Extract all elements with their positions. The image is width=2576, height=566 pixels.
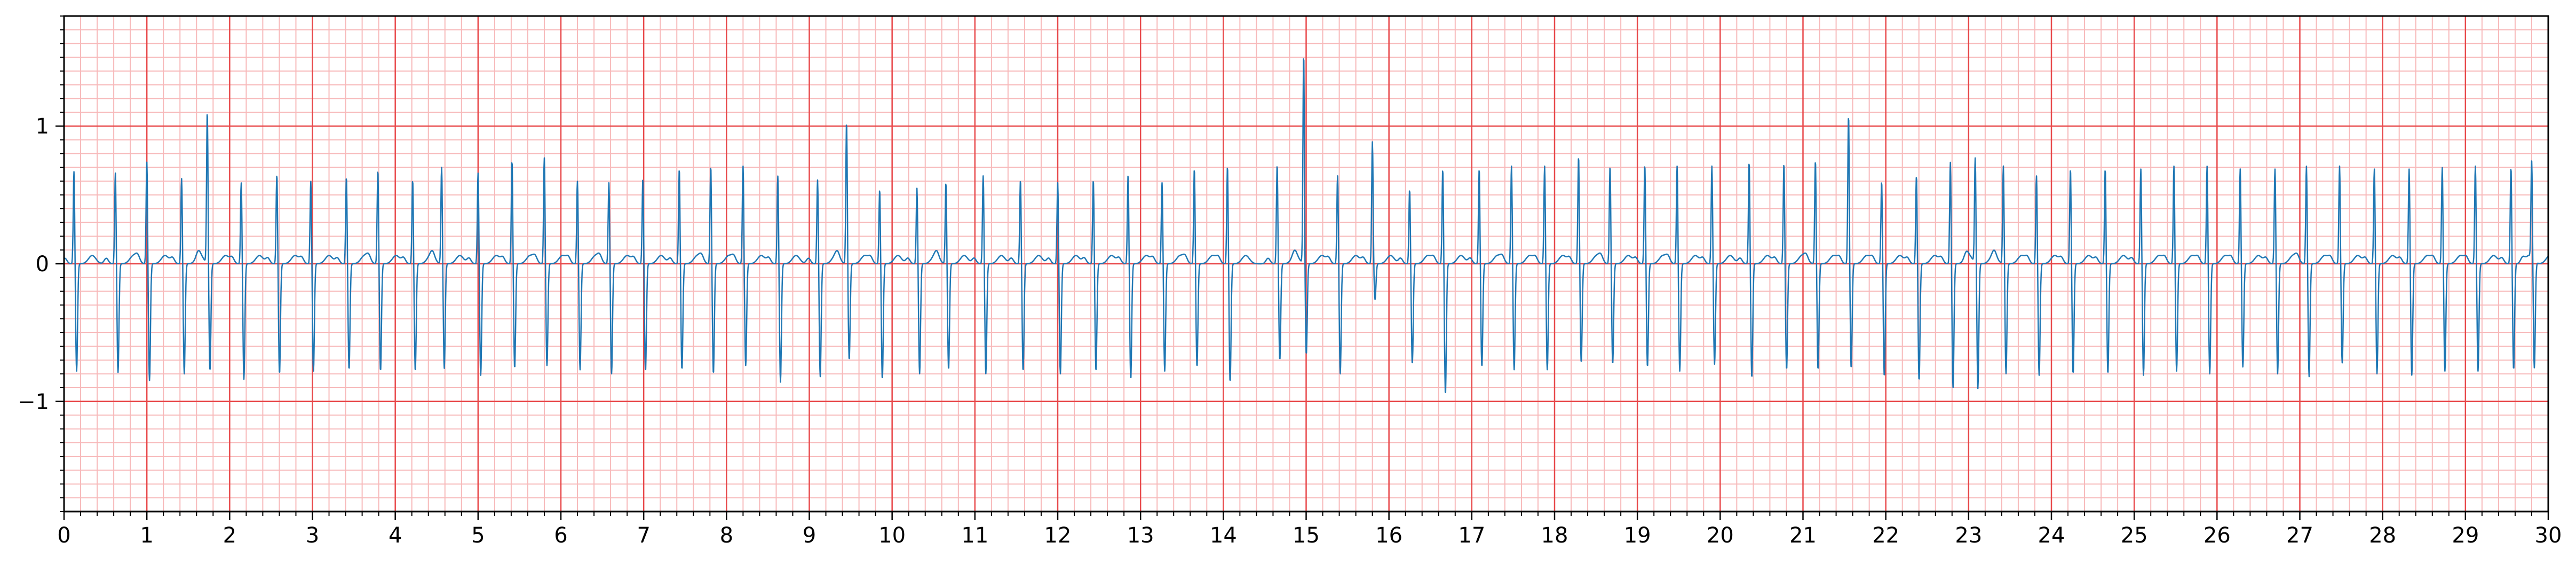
x-tick-label: 9 (803, 523, 816, 548)
ecg-trace (64, 58, 2549, 394)
x-tick-label: 14 (1210, 523, 1237, 548)
x-tick-label: 3 (306, 523, 319, 548)
x-tick-label: 16 (1375, 523, 1402, 548)
x-axis: 0 1 2 3 4 5 6 7 8 9 10 11 12 13 14 15 16 17 18 19 20 21 22 23 24… (57, 512, 2562, 548)
x-tick-label: 10 (878, 523, 906, 548)
x-tick-label: 5 (471, 523, 485, 548)
x-tick-label: 1 (140, 523, 153, 548)
series-layer (64, 58, 2549, 394)
x-tick-label: 0 (57, 523, 70, 548)
x-tick-label: 17 (1458, 523, 1485, 548)
x-tick-label: 2 (223, 523, 236, 548)
x-tick-label: 11 (961, 523, 988, 548)
x-tick-label: 13 (1127, 523, 1154, 548)
x-tick-label: 21 (1789, 523, 1817, 548)
x-tick-label: 8 (720, 523, 733, 548)
x-tick-label: 30 (2535, 523, 2562, 548)
x-tick-label: 29 (2452, 523, 2479, 548)
x-tick-label: 15 (1293, 523, 1320, 548)
x-tick-label: 19 (1624, 523, 1651, 548)
x-tick-label: 7 (637, 523, 650, 548)
x-tick-label: 28 (2369, 523, 2396, 548)
y-axis: −1 0 1 (18, 15, 64, 512)
y-tick-label: 1 (36, 114, 49, 139)
x-tick-label: 23 (1955, 523, 1982, 548)
y-tick-label: 0 (36, 252, 49, 277)
x-tick-label: 6 (554, 523, 567, 548)
x-tick-label: 27 (2286, 523, 2313, 548)
x-tick-label: 12 (1044, 523, 1072, 548)
x-tick-label: 26 (2204, 523, 2231, 548)
x-tick-label: 4 (389, 523, 402, 548)
x-tick-label: 22 (1872, 523, 1899, 548)
x-tick-label: 24 (2038, 523, 2065, 548)
y-tick-label: −1 (18, 390, 49, 414)
x-tick-label: 25 (2121, 523, 2148, 548)
x-tick-label: 20 (1707, 523, 1734, 548)
x-tick-label: 18 (1541, 523, 1568, 548)
